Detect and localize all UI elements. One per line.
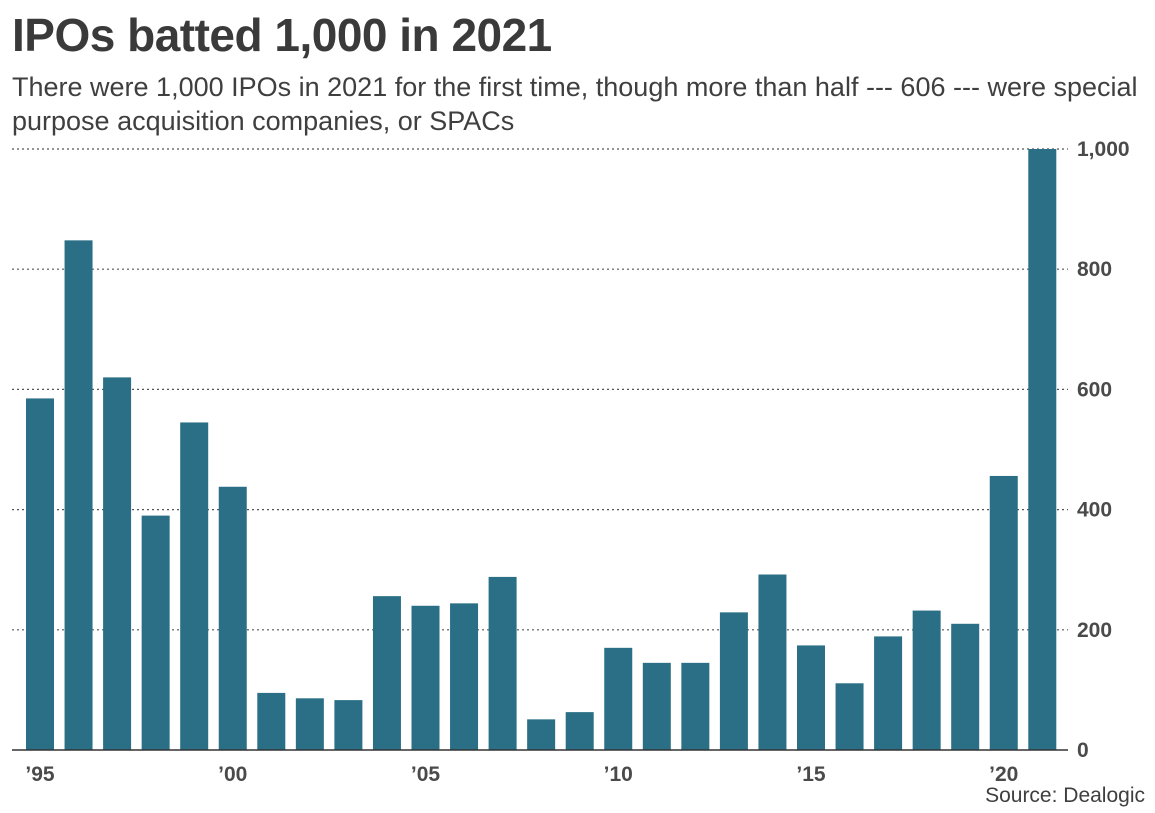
- bar-1995: [26, 398, 54, 750]
- y-tick-label: 0: [1077, 739, 1089, 762]
- bar-2019: [951, 623, 980, 750]
- bar-2011: [642, 662, 671, 750]
- bar-2009: [565, 712, 594, 750]
- x-tick-label: ’15: [796, 763, 826, 786]
- y-tick-label: 800: [1077, 258, 1112, 281]
- bar-2020: [989, 475, 1018, 750]
- bar-2003: [334, 700, 363, 750]
- bar-2007: [488, 576, 517, 750]
- y-tick-label: 200: [1077, 619, 1112, 642]
- bar-layer: [26, 149, 1057, 751]
- bar-2005: [411, 605, 440, 750]
- label-layer: 0 200 400 600 800 1,000 ’95 ’00 ’05 ’10 ’15 ’20: [25, 138, 1129, 786]
- bar-2018: [912, 610, 941, 750]
- bar-2015: [797, 645, 825, 750]
- bar-1998: [141, 515, 170, 750]
- y-tick-label: 600: [1077, 378, 1112, 401]
- x-tick-label: ’05: [411, 763, 441, 786]
- bar-1997: [103, 377, 132, 750]
- chart-subtitle: There were 1,000 IPOs in 2021 for the fi…: [12, 72, 1138, 136]
- y-tick-label: 400: [1077, 499, 1112, 522]
- bar-2001: [257, 692, 286, 750]
- x-tick-label: ’00: [218, 763, 247, 786]
- x-tick-label: ’20: [989, 763, 1018, 786]
- y-tick-label: 1,000: [1077, 138, 1130, 161]
- bar-2013: [719, 612, 748, 750]
- bar-2004: [372, 596, 401, 750]
- bar-1999: [180, 422, 209, 750]
- grid-layer: [12, 148, 1068, 631]
- bar-2012: [681, 662, 710, 750]
- bar-2010: [604, 647, 633, 750]
- bar-2014: [758, 574, 787, 750]
- bar-2002: [295, 698, 324, 750]
- bar-2008: [527, 719, 556, 750]
- bar-2006: [450, 603, 479, 750]
- bar-2016: [835, 683, 864, 750]
- x-tick-label: ’95: [25, 763, 55, 786]
- bar-1996: [64, 240, 93, 751]
- source-note: Source: Dealogic: [985, 784, 1145, 807]
- bar-2017: [874, 636, 903, 750]
- bar-2000: [218, 486, 247, 750]
- chart-title: IPOs batted 1,000 in 2021: [12, 9, 552, 61]
- bar-2021: [1028, 149, 1057, 750]
- x-tick-label: ’10: [604, 763, 633, 786]
